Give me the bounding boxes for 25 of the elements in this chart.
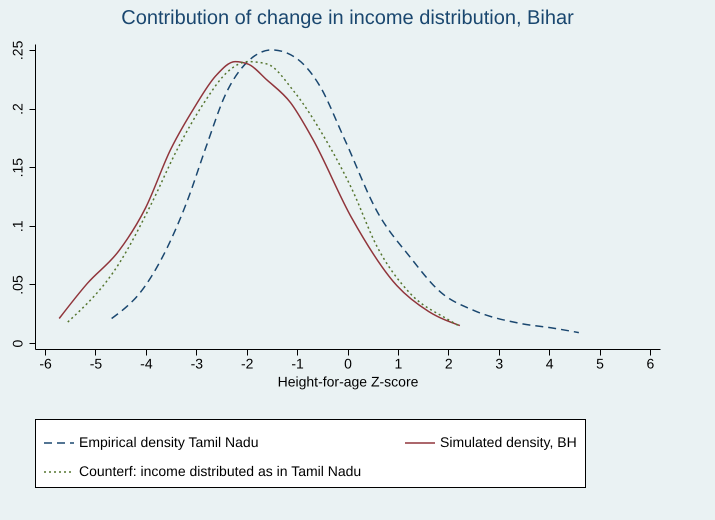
- x-tick-label: -1: [291, 356, 304, 372]
- x-tick-label: 4: [546, 356, 554, 372]
- x-axis-title: Height-for-age Z-score: [278, 374, 419, 390]
- legend-label: Empirical density Tamil Nadu: [79, 434, 258, 450]
- y-tick-label: .25: [10, 40, 26, 60]
- x-tick-label: -2: [240, 356, 254, 372]
- legend-label: Simulated density, BH: [440, 434, 577, 450]
- x-tick-label: -3: [190, 356, 204, 372]
- chart-title: Contribution of change in income distribution, Bihar: [121, 7, 574, 30]
- y-tick-label: .15: [10, 158, 26, 178]
- x-tick-label: 5: [596, 356, 604, 372]
- legend-label: Counterf: income distributed as in Tamil Nadu: [79, 463, 362, 479]
- y-tick-label: .05: [10, 275, 26, 295]
- y-tick-label: .1: [10, 220, 26, 232]
- x-tick-label: 2: [444, 356, 453, 372]
- x-tick-label: 1: [394, 356, 403, 372]
- x-tick-label: -6: [39, 356, 52, 372]
- y-tick-label: .2: [10, 102, 26, 115]
- line-series: [110, 49, 580, 334]
- x-tick-label: 0: [344, 356, 352, 372]
- x-tick-label: -5: [90, 356, 102, 372]
- x-tick-label: 6: [646, 356, 655, 372]
- y-tick-label: 0: [10, 340, 26, 348]
- x-tick-label: 3: [495, 356, 504, 372]
- x-tick-label: -4: [140, 356, 153, 372]
